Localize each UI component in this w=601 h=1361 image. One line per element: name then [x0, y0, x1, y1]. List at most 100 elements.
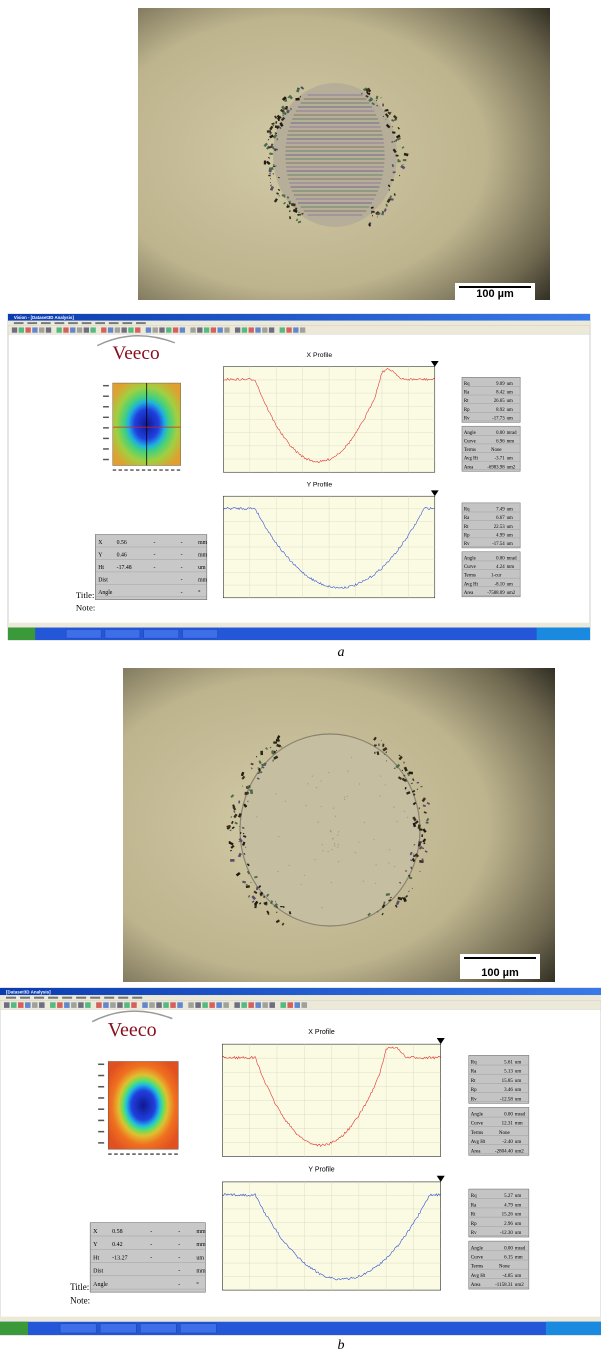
scale-bar-label: 100 µm: [481, 967, 519, 979]
menu-item: [55, 322, 65, 324]
map-axis-tick: [98, 1075, 104, 1077]
cursor-text: -17.48: [117, 565, 132, 571]
field-label: Note:: [76, 602, 95, 612]
menu-item: [82, 322, 92, 324]
stats-text: 9.09: [496, 382, 505, 387]
stats-text: Ra: [464, 516, 470, 521]
speck: [312, 775, 313, 776]
toolbar-button: [170, 1002, 176, 1008]
stats-text: Rq: [471, 1193, 477, 1199]
debris: [386, 760, 387, 761]
cursor-text: -: [181, 565, 183, 571]
menu-item: [122, 322, 132, 324]
cursor-text: -: [181, 540, 183, 546]
debris: [276, 739, 280, 742]
toolbar-button: [32, 1002, 38, 1008]
toolbar-button: [153, 327, 158, 332]
stats-text: um: [507, 399, 513, 404]
debris: [406, 870, 407, 872]
speck: [344, 797, 345, 798]
map-axis-tick: [108, 1153, 112, 1155]
field-label: Title:: [76, 590, 95, 600]
cursor-text: Angle: [98, 590, 113, 596]
crater: [240, 734, 420, 926]
speck: [307, 783, 308, 784]
cursor-text: 0.56: [117, 540, 127, 546]
map-axis-tick: [103, 448, 109, 449]
stats-text: -4.85: [502, 1273, 513, 1279]
taskbar-item: [144, 629, 179, 638]
panel-label: a: [338, 645, 345, 660]
toolbar-button: [39, 327, 44, 332]
debris: [426, 822, 429, 824]
page: 100 µmVision - [Dataset3D Analysis]Veeco…: [0, 0, 601, 1361]
toolbar-button: [223, 1002, 229, 1008]
stats-text: Angle: [464, 556, 476, 561]
stats-text: um: [515, 1230, 521, 1236]
cursor-text: -: [181, 553, 183, 559]
speck: [393, 807, 394, 808]
profile-title: X Profile: [308, 1029, 335, 1036]
stats-text: 6.96: [496, 439, 505, 444]
map-axis-tick: [138, 1153, 142, 1155]
debris: [276, 912, 277, 913]
speck: [316, 787, 317, 788]
toolbar-button: [209, 1002, 215, 1008]
stats-text: um: [515, 1059, 521, 1065]
start-button: [8, 628, 35, 640]
stats-text: mrad: [507, 556, 518, 561]
stats-text: um: [507, 382, 513, 387]
menu-item: [118, 997, 128, 999]
stats-text: Rv: [464, 542, 470, 547]
toolbar-button: [216, 1002, 222, 1008]
map-axis-tick: [177, 469, 180, 470]
map-axis-tick: [120, 1153, 124, 1155]
map-axis-tick: [103, 427, 109, 428]
stats-text: um: [507, 542, 513, 547]
toolbar-button: [19, 327, 24, 332]
speck: [321, 907, 322, 908]
cursor-text: -: [178, 1255, 180, 1261]
speck: [375, 883, 376, 884]
debris: [281, 747, 282, 748]
toolbar-button: [78, 1002, 84, 1008]
micrograph: 100 µm: [123, 668, 555, 982]
stats-text: um2: [515, 1148, 524, 1154]
debris: [242, 785, 243, 786]
map-axis-tick: [171, 469, 174, 470]
toolbar-button: [188, 1002, 194, 1008]
toolbar-button: [84, 327, 89, 332]
speck: [333, 808, 334, 809]
speck: [320, 780, 321, 781]
toolbar-button: [293, 327, 298, 332]
map-axis-tick: [98, 1120, 104, 1122]
menu-item: [27, 322, 37, 324]
stats-text: Rv: [471, 1230, 477, 1236]
stats-text: um: [507, 408, 513, 413]
taskbar-item: [105, 629, 140, 638]
map-axis-tick: [103, 438, 109, 439]
speck: [396, 821, 397, 822]
map-axis-tick: [113, 469, 116, 470]
toolbar-button: [294, 1002, 300, 1008]
cursor-text: um: [198, 565, 206, 571]
speck: [333, 838, 334, 839]
stats-text: Area: [471, 1148, 481, 1154]
toolbar-button: [117, 1002, 123, 1008]
stats-text: um: [507, 416, 513, 421]
menu-item: [14, 322, 24, 324]
map-axis-tick: [98, 1064, 104, 1066]
speck: [363, 881, 364, 882]
stats-text: um: [507, 582, 513, 587]
toolbar-button: [242, 327, 247, 332]
stats-text: um: [515, 1096, 521, 1102]
stats-text: -2804.40: [495, 1148, 513, 1154]
stats-text: Rq: [464, 508, 470, 513]
toolbar-button: [4, 1002, 10, 1008]
debris: [264, 161, 266, 165]
speck: [347, 771, 348, 772]
debris: [267, 130, 271, 133]
speck: [301, 884, 302, 885]
stats-text: Angle: [464, 431, 476, 436]
toolbar-button: [110, 1002, 116, 1008]
